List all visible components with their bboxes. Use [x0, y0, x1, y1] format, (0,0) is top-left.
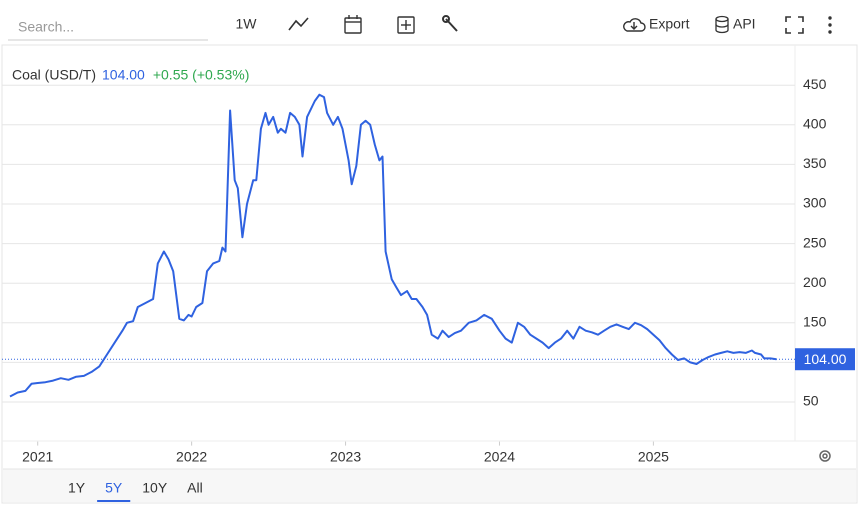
- instrument-title: Coal (USD/T): [12, 67, 96, 83]
- search-box[interactable]: [8, 14, 208, 40]
- settings-wrench-icon[interactable]: [442, 15, 458, 32]
- export-icon[interactable]: [623, 18, 646, 32]
- y-tick-label: 450: [803, 76, 827, 92]
- y-tick-label: 400: [803, 116, 827, 132]
- search-placeholder[interactable]: Search...: [18, 19, 74, 35]
- more-menu-icon[interactable]: [828, 16, 832, 34]
- y-tick-label: 150: [803, 314, 827, 330]
- chart-type-icon[interactable]: [288, 17, 309, 31]
- range-button[interactable]: All: [187, 480, 203, 496]
- x-tick-label: 2023: [330, 449, 361, 465]
- calendar-icon[interactable]: [344, 15, 362, 34]
- current-price-box: [795, 348, 855, 371]
- fullscreen-icon[interactable]: [785, 16, 804, 34]
- api-button[interactable]: API: [733, 16, 756, 32]
- chart-frame: [1, 44, 858, 504]
- range-button[interactable]: 5Y: [105, 480, 123, 496]
- settings-gear-icon[interactable]: [819, 450, 831, 462]
- price-label: 104.00: [102, 67, 145, 83]
- api-icon[interactable]: [715, 15, 729, 34]
- interval-button[interactable]: 1W: [236, 16, 258, 32]
- x-tick-label: 2025: [638, 449, 669, 465]
- price-line: [9, 93, 777, 398]
- add-icon[interactable]: [397, 16, 415, 34]
- y-tick-label: 250: [803, 234, 827, 250]
- y-tick-label: 50: [803, 393, 819, 409]
- export-button[interactable]: Export: [649, 16, 690, 32]
- x-tick-label: 2021: [22, 449, 53, 465]
- y-tick-label: 200: [803, 274, 827, 290]
- grid: [2, 84, 795, 403]
- x-tick-label: 2022: [176, 449, 207, 465]
- y-tick-label: 300: [803, 195, 827, 211]
- x-tick-label: 2024: [484, 449, 515, 465]
- current-price-label: 104.00: [804, 351, 847, 367]
- range-button[interactable]: 1Y: [68, 480, 86, 496]
- y-tick-label: 350: [803, 155, 827, 171]
- range-bar: [3, 469, 856, 502]
- range-button[interactable]: 10Y: [142, 480, 168, 496]
- change-label: +0.55 (+0.53%): [153, 67, 250, 83]
